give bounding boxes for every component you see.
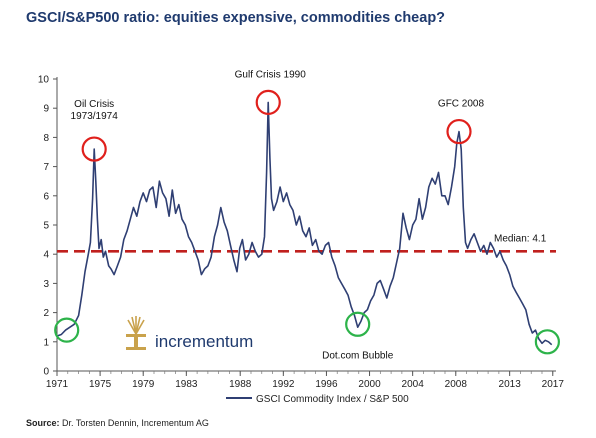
oil-crisis-label: 1973/1974 [71,111,119,122]
x-tick-label: 2013 [499,379,522,390]
source-note: Source: Dr. Torsten Dennin, Incrementum … [26,418,209,428]
chart-title: GSCI/S&P500 ratio: equities expensive, c… [26,10,446,26]
oil-crisis-circle [81,136,107,162]
x-axis: 1971 1975 1979 1983 1988 1992 1996 2000 2004 2008… [46,370,565,390]
x-tick-label: 1971 [46,379,69,390]
median-layer: Median: 4.1 [57,233,556,253]
y-tick-label: 3 [43,279,49,290]
gulf-crisis-circle [255,89,281,115]
source-label: Source: [26,418,60,428]
y-tick-label: 4 [43,250,49,261]
gfc-label: GFC 2008 [438,99,485,110]
x-tick-label: 1996 [315,379,338,390]
y-tick-label: 9 [43,104,49,115]
y-tick-label: 8 [43,133,49,144]
logo-wordmark: incrementum [155,332,253,351]
gfc-circle [446,118,472,145]
median-label: Median: 4.1 [494,233,547,244]
gulf-crisis-label: Gulf Crisis 1990 [235,69,307,80]
x-tick-label: 1983 [175,379,198,390]
oil-crisis-label: Oil Crisis [74,99,114,110]
x-tick-label: 2004 [402,379,425,390]
dotcom-circle [345,311,371,337]
y-tick-label: 2 [43,308,49,319]
series-line [56,101,553,346]
y-axis: 0 1 2 3 4 5 6 7 8 9 10 [38,75,58,378]
x-tick-label: 1979 [132,379,155,390]
start-circle [54,317,80,343]
x-tick-label: 2000 [358,379,381,390]
legend: GSCI Commodity Index / S&P 500 [226,394,409,405]
y-tick-label: 6 [43,191,49,202]
x-tick-label: 2008 [445,379,468,390]
x-tick-label: 1988 [229,379,252,390]
y-tick-label: 7 [43,162,49,173]
series-layer [56,101,553,346]
x-tick-label: 1992 [272,379,295,390]
y-tick-label: 1 [43,337,49,348]
legend-label: GSCI Commodity Index / S&P 500 [256,394,409,405]
y-tick-label: 0 [43,367,49,378]
dotcom-label: Dot.com Bubble [322,350,394,361]
x-tick-label: 1975 [89,379,112,390]
source-text: Dr. Torsten Dennin, Incrementum AG [62,418,209,428]
x-tick-label: 2017 [542,379,565,390]
y-tick-label: 10 [38,75,50,86]
logo-tree-icon [126,316,146,350]
y-tick-label: 5 [43,221,49,232]
incrementum-logo: incrementum [126,316,253,351]
end-circle [534,329,560,355]
